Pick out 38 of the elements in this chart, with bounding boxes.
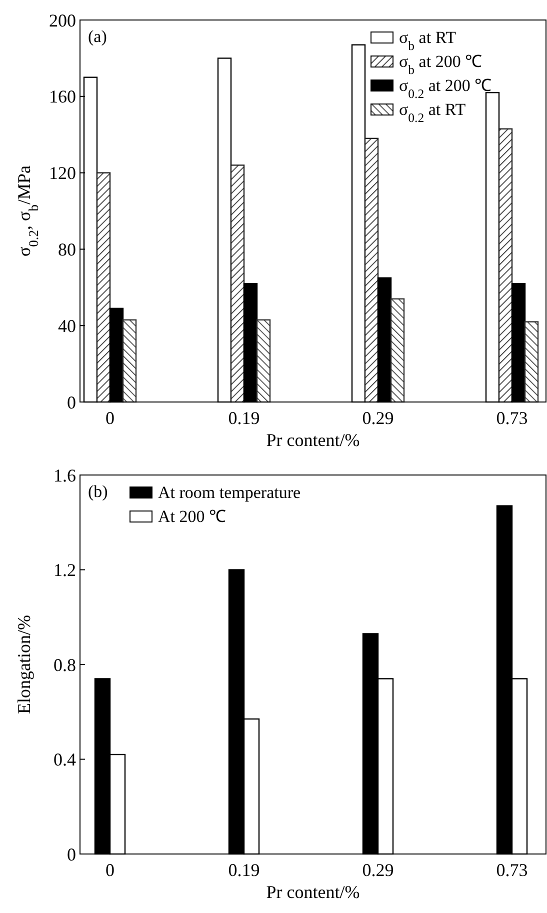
y-tick-label: 80 — [58, 240, 76, 260]
y-tick-label: 120 — [49, 163, 76, 184]
x-tick-label: 0.19 — [228, 408, 260, 428]
y-tick-label: 160 — [49, 86, 76, 107]
bar — [96, 172, 111, 403]
bar — [390, 298, 405, 403]
y-tick-label: 0.8 — [54, 654, 76, 675]
bar — [364, 138, 379, 403]
y-tick-label: 1.6 — [54, 465, 76, 486]
x-tick-label: 0.73 — [496, 408, 528, 428]
legend-label: σ$_{b}$ at RT — [399, 28, 457, 53]
bar — [122, 319, 137, 403]
legend-label: σ$_{0.2}$ at RT — [399, 100, 466, 125]
legend-label: σ$_{b}$ at 200 ℃ — [399, 52, 482, 77]
x-axis-title: Pr content/% — [266, 430, 360, 450]
y-tick-label: 0 — [67, 392, 76, 412]
annotation: (a) — [88, 27, 107, 46]
y-tick-label: 200 — [49, 10, 76, 30]
bar — [230, 164, 245, 403]
annotation: (b) — [88, 482, 108, 501]
y-tick-label: 0.4 — [54, 750, 76, 770]
x-tick-label: 0.29 — [362, 860, 394, 880]
bar — [498, 128, 513, 403]
x-axis-title: Pr content/% — [266, 882, 360, 902]
y-tick-label: 1.2 — [54, 560, 76, 580]
legend-label: σ$_{0.2}$ at 200 ℃ — [399, 76, 492, 101]
x-tick-label: 0.19 — [228, 860, 260, 880]
x-tick-label: 0 — [106, 860, 114, 880]
x-tick-label: 0.29 — [362, 408, 394, 428]
y-axis-title: Elongation/% — [14, 615, 34, 714]
legend-label: At 200 ℃ — [158, 507, 226, 526]
legend-label: At room temperature — [158, 483, 301, 502]
x-tick-label: 0.73 — [496, 860, 528, 880]
x-tick-label: 0 — [106, 408, 114, 428]
bar — [524, 321, 539, 403]
bar — [256, 319, 271, 403]
y-tick-label: 40 — [58, 316, 76, 336]
y-tick-label: 0 — [67, 844, 76, 864]
